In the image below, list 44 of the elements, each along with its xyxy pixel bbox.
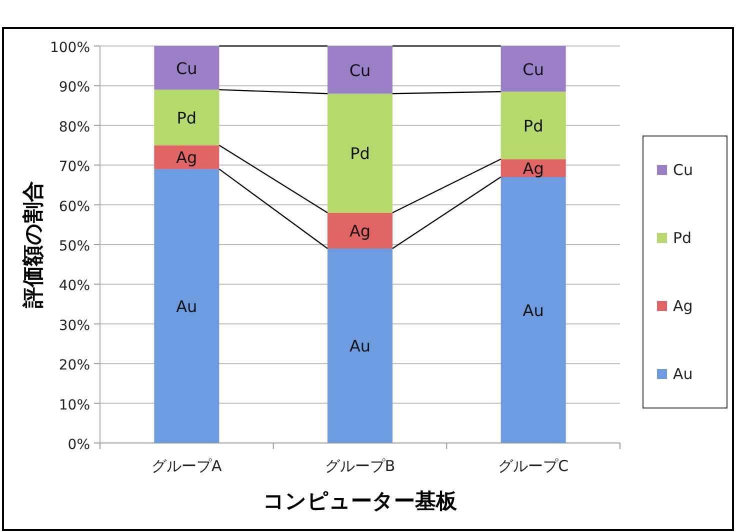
data-label: Pd [523, 116, 544, 136]
data-label: Ag [522, 159, 544, 178]
y-tick-label: 60% [58, 198, 90, 215]
data-label: Pd [176, 108, 197, 128]
y-tick-label: 90% [58, 80, 90, 96]
y-tick-label: 10% [58, 397, 90, 414]
y-tick-label: 20% [58, 358, 90, 374]
legend-label: Ag [673, 297, 693, 315]
data-label: Cu [176, 58, 198, 78]
legend-label: Pd [673, 229, 692, 247]
data-label: Au [176, 297, 198, 316]
data-label: Cu [349, 60, 371, 80]
legend-label: Cu [673, 161, 693, 179]
y-tick-label: 100% [50, 40, 90, 56]
bar [500, 92, 566, 160]
y-tick-label: 0% [68, 437, 90, 453]
bar [328, 94, 392, 213]
legend-label: Au [673, 365, 693, 383]
bar [154, 145, 220, 170]
y-axis-title: 評価額の割合 [21, 181, 45, 309]
data-label: Pd [350, 144, 370, 164]
y-tick-label: 80% [58, 119, 90, 136]
y-tick-label: 50% [58, 238, 90, 254]
bar [154, 169, 220, 443]
x-tick-label: グループC [498, 457, 569, 475]
bar [328, 212, 392, 248]
bar [500, 159, 566, 178]
bar [154, 90, 220, 146]
bar [328, 46, 392, 94]
data-label: Au [349, 336, 371, 356]
data-label: Au [522, 301, 544, 320]
y-tick-label: 40% [58, 278, 90, 294]
bar [500, 46, 566, 92]
x-tick-label: グループB [324, 457, 396, 475]
x-tick-label: グループA [152, 457, 223, 475]
bar [328, 248, 392, 443]
bar [154, 46, 220, 90]
data-label: Cu [522, 60, 544, 79]
bar [500, 177, 566, 443]
y-tick-label: 30% [58, 318, 90, 334]
x-axis-title: コンピューター基板 [263, 489, 458, 513]
data-label: Ag [176, 148, 198, 168]
data-label: Ag [349, 222, 371, 241]
y-tick-label: 70% [58, 159, 90, 176]
